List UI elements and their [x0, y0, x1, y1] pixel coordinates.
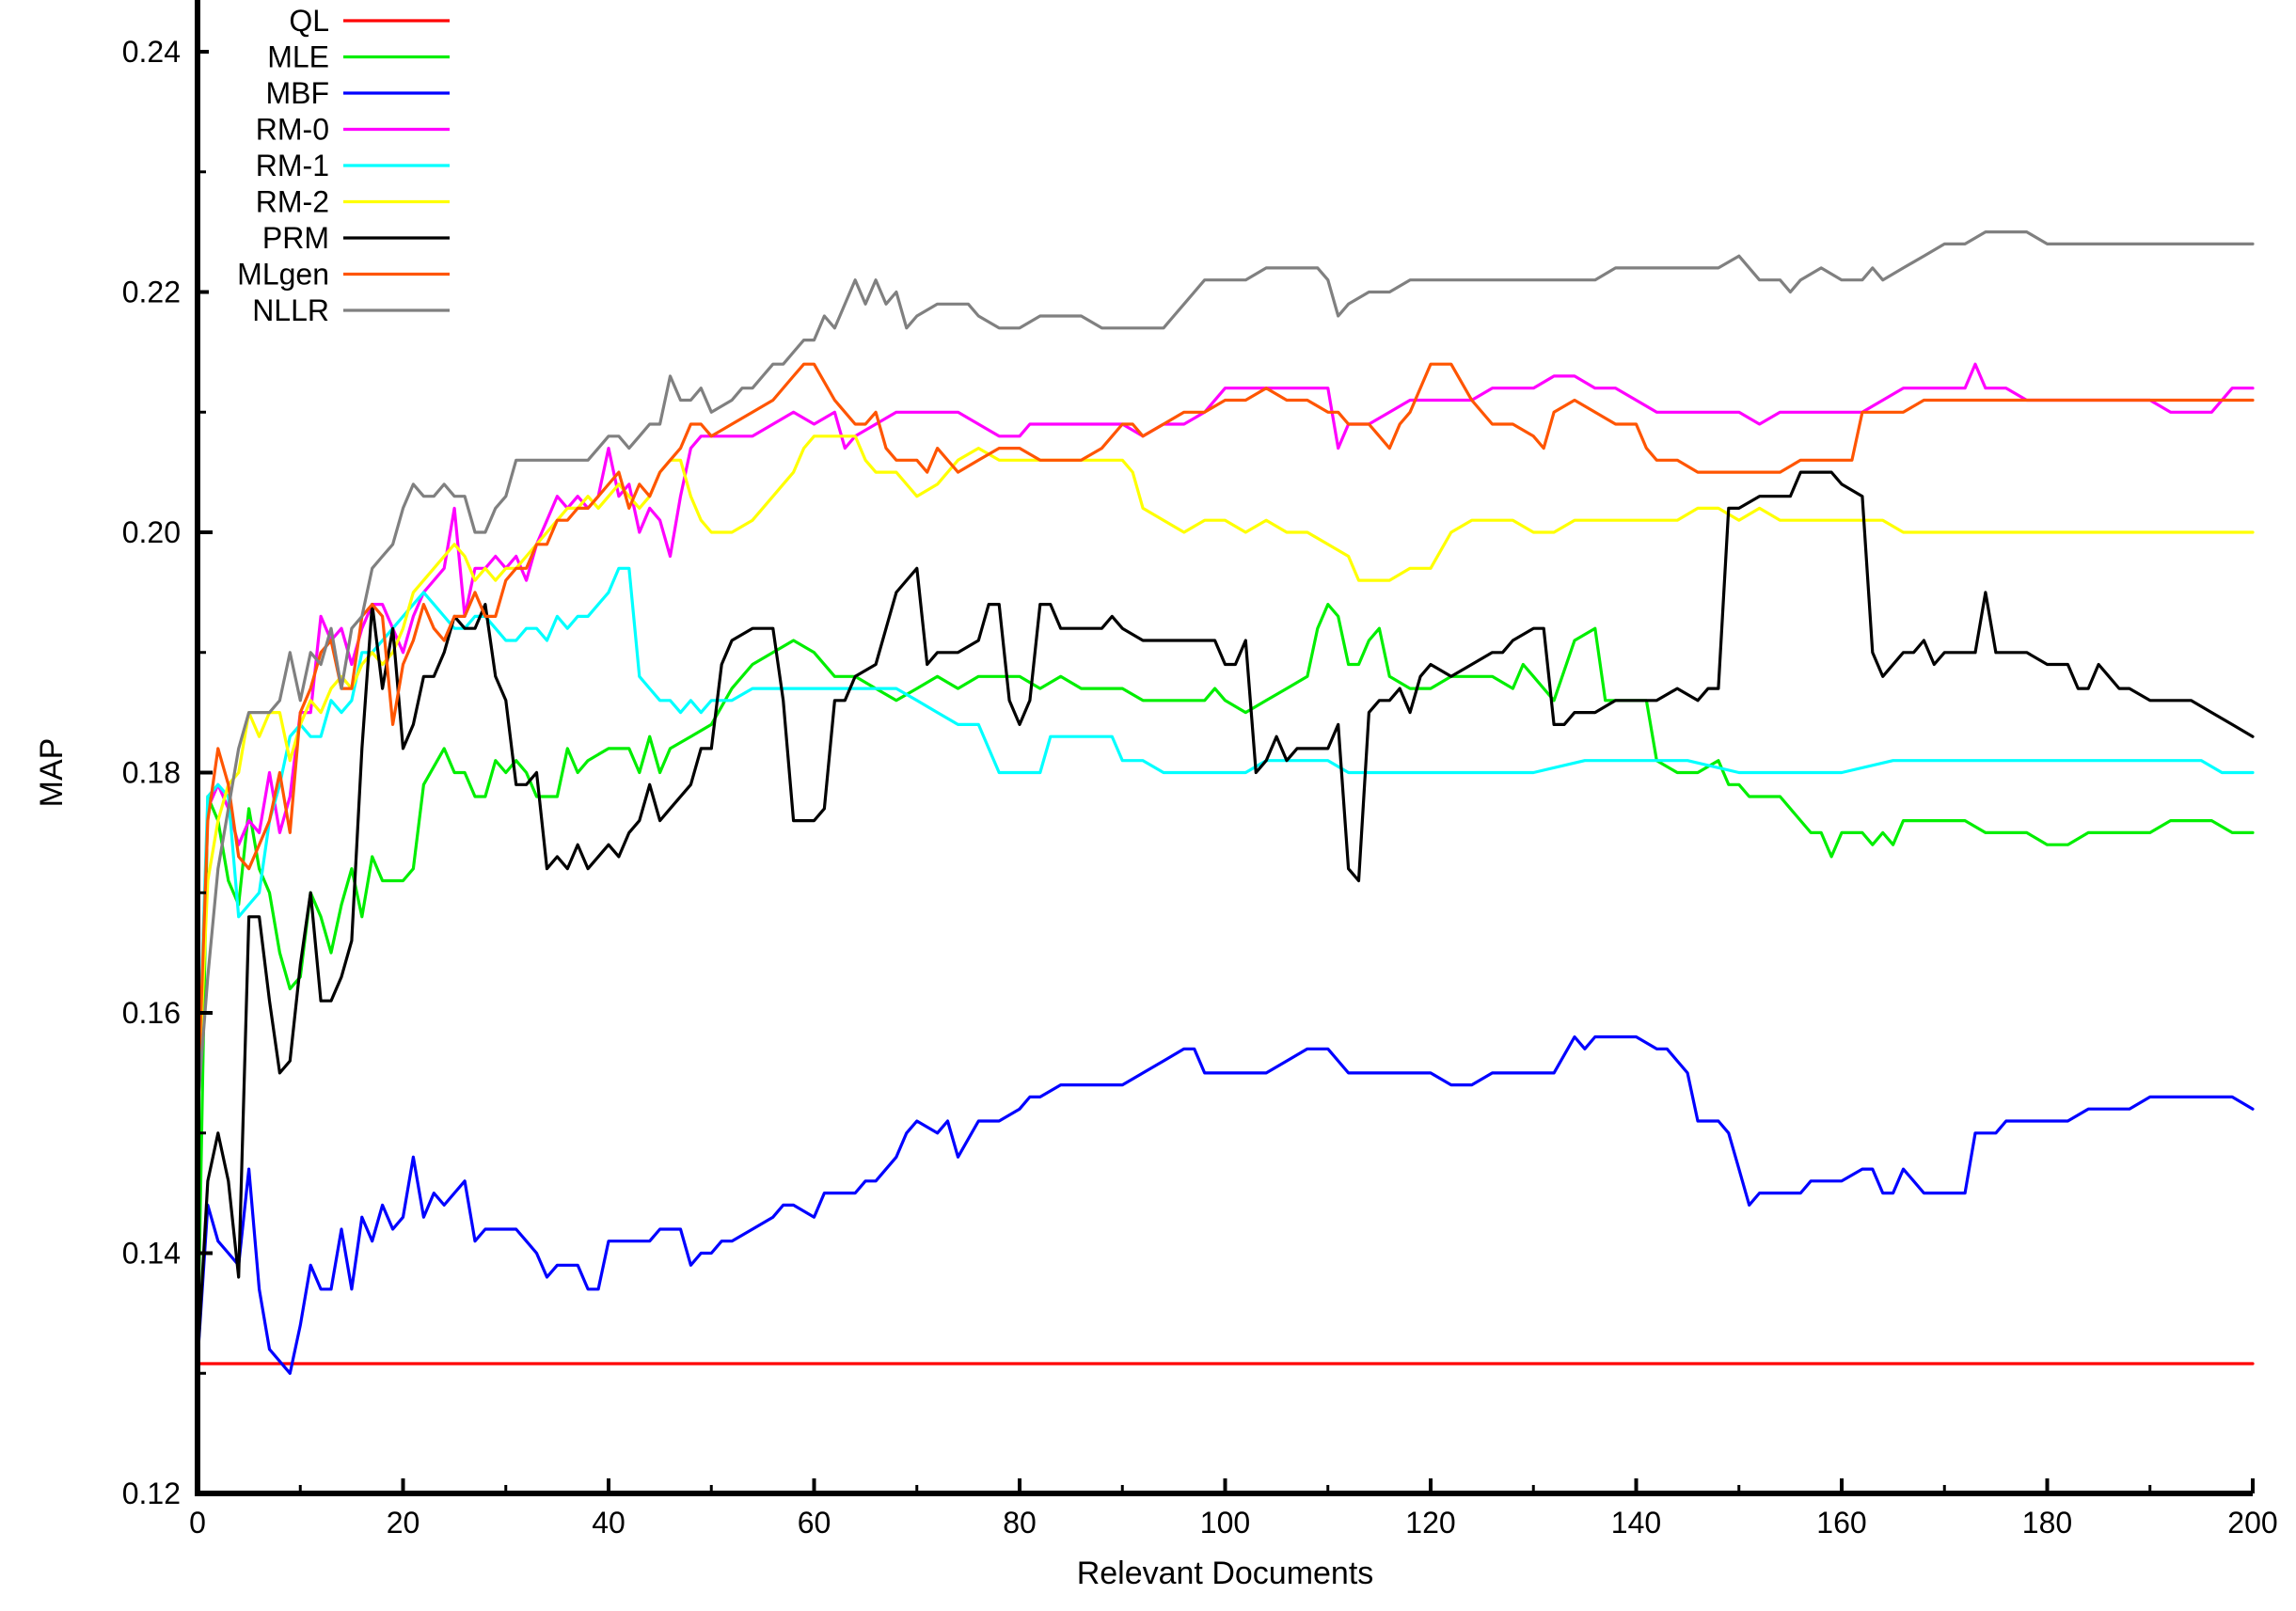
y-tick-label: 0.16 — [122, 996, 181, 1030]
legend-label: MLE — [267, 40, 329, 74]
y-tick-label: 0.12 — [122, 1477, 181, 1510]
x-tick-label: 20 — [387, 1506, 420, 1540]
x-tick-label: 120 — [1405, 1506, 1455, 1540]
x-tick-label: 0 — [189, 1506, 206, 1540]
legend-label: RM-2 — [256, 185, 329, 219]
y-axis-label: MAP — [34, 738, 70, 808]
x-tick-label: 80 — [1003, 1506, 1037, 1540]
y-tick-label: 0.22 — [122, 276, 181, 309]
axis-layer: 0 20 40 60 80 100 120 140 160 180 200 0.12 0.14 0.16… — [34, 0, 2278, 1591]
y-tick-label: 0.20 — [122, 515, 181, 549]
legend-label: QL — [289, 4, 329, 38]
series-line-rm-0 — [196, 362, 2255, 1111]
series-line-mle — [196, 603, 2255, 1364]
series-line-rm-2 — [196, 434, 2255, 1111]
series-layer — [196, 230, 2255, 1375]
x-axis-label: Relevant Documents — [1077, 1556, 1374, 1591]
legend-label: RM-0 — [256, 113, 329, 147]
legend-label: MBF — [265, 76, 329, 110]
legend-background — [209, 0, 458, 324]
y-ticks: 0.12 0.14 0.16 0.18 0.20 0.22 0.24 — [122, 35, 213, 1510]
y-tick-label: 0.14 — [122, 1237, 181, 1271]
x-tick-label: 140 — [1611, 1506, 1661, 1540]
y-tick-label: 0.24 — [122, 35, 181, 69]
legend-label: MLgen — [237, 258, 329, 292]
legend-label: NLLR — [252, 293, 329, 327]
series-line-mbf — [196, 1035, 2255, 1375]
legend-label: RM-1 — [256, 149, 329, 182]
y-tick-label: 0.18 — [122, 756, 181, 790]
x-tick-label: 40 — [592, 1506, 625, 1540]
x-tick-label: 60 — [798, 1506, 831, 1540]
x-tick-label: 200 — [2227, 1506, 2277, 1540]
series-line-mlgen — [196, 362, 2255, 1111]
series-line-nllr — [196, 230, 2255, 1111]
x-ticks: 0 20 40 60 80 100 120 140 160 180 200 — [189, 1478, 2278, 1540]
x-tick-label: 160 — [1816, 1506, 1866, 1540]
x-tick-label: 180 — [2022, 1506, 2072, 1540]
series-line-prm — [196, 470, 2255, 1364]
series-line-rm-1 — [196, 566, 2255, 1111]
legend-label: PRM — [262, 221, 329, 255]
x-tick-label: 100 — [1200, 1506, 1250, 1540]
